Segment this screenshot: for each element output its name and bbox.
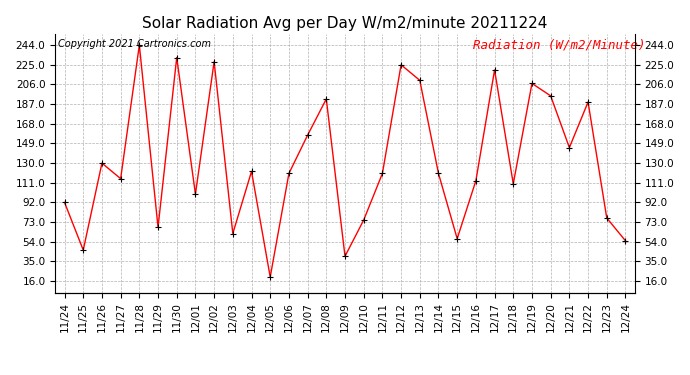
Text: Copyright 2021 Cartronics.com: Copyright 2021 Cartronics.com bbox=[58, 39, 211, 49]
Text: Radiation (W/m2/Minute): Radiation (W/m2/Minute) bbox=[473, 39, 645, 52]
Title: Solar Radiation Avg per Day W/m2/minute 20211224: Solar Radiation Avg per Day W/m2/minute … bbox=[142, 16, 548, 31]
